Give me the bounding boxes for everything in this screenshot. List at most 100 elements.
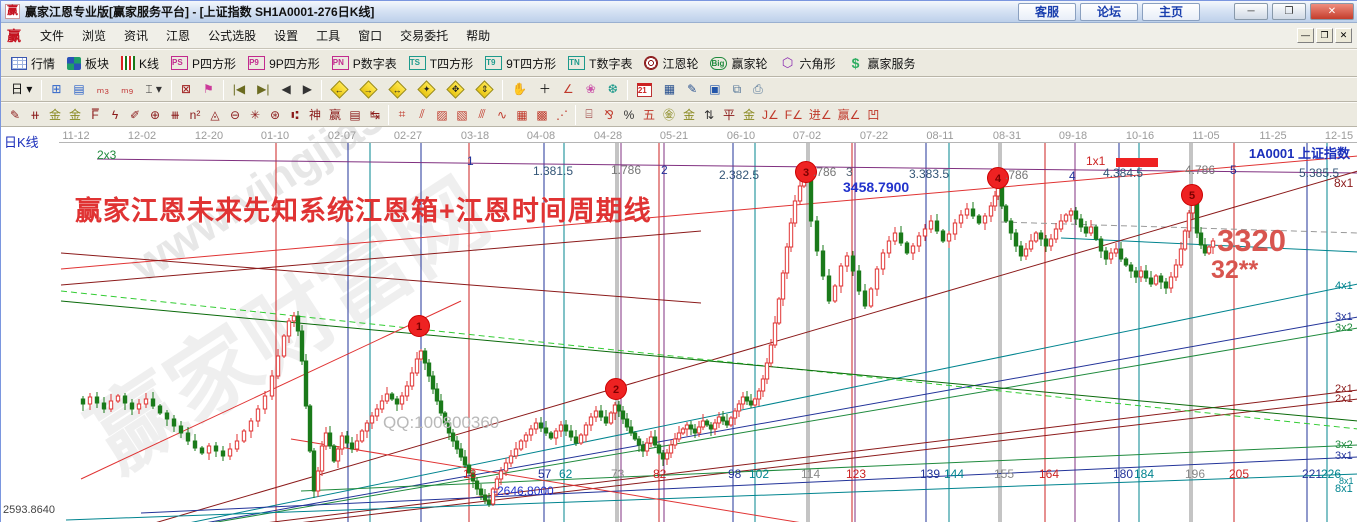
gann-wheel-button[interactable]: 江恩轮 [638,51,704,75]
zigzag-tool-icon[interactable]: ∿ [496,107,508,122]
customer-service-button[interactable]: 客服 [1018,2,1076,21]
forum-button[interactable]: 论坛 [1080,2,1138,21]
diamond-hshrink-icon[interactable]: ↔ [383,78,412,102]
wave4-tool-icon[interactable]: 凹 [867,108,880,122]
diamond-left-icon[interactable]: ← [325,78,354,102]
close-button[interactable]: ✕ [1310,3,1354,20]
hand-tool-icon[interactable]: ✋ [506,78,533,102]
circle-cycle-tool-icon[interactable]: ⊕ [149,107,161,122]
menu-item-交易委托[interactable]: 交易委托 [400,29,449,43]
percent-tool-icon[interactable]: % [623,107,635,122]
mdi-close-button[interactable]: ✕ [1335,28,1352,43]
shen-grid-tool-icon[interactable]: 神 [308,108,321,122]
diamond-hexpand-icon[interactable]: ✦ [412,78,441,102]
gold-grid-tool-icon[interactable]: 金 [48,108,61,122]
box-diag-tool-icon[interactable]: ▨ [436,107,448,122]
multi-window-icon[interactable]: ⊞ [45,78,67,102]
diamond-right-icon[interactable]: → [354,78,383,102]
candle-style-dropdown[interactable]: ⌶ ▾ [139,78,168,102]
menu-item-工具[interactable]: 工具 [316,29,341,43]
crosshair-icon[interactable]: ＋ [533,78,557,102]
diamond-vexpand-icon[interactable]: ⇕ [470,78,499,102]
menu-item-帮助[interactable]: 帮助 [466,29,491,43]
prev-icon[interactable]: ◀ [275,78,296,102]
p-number-table-button[interactable]: PN P数字表 [326,51,403,75]
period-day-dropdown[interactable]: 日 ▾ [5,78,38,102]
win-grid-tool-icon[interactable]: 赢 [328,108,341,122]
home-button[interactable]: 主页 [1142,2,1200,21]
gold-line-tool-icon[interactable]: 金 [682,108,695,122]
tick-ruler-tool-icon[interactable]: ⧺ [29,107,41,122]
levels-tool-icon[interactable]: ⌸ [585,107,593,121]
dense-grid-tool-icon[interactable]: ▦ [516,107,528,122]
notes-icon[interactable]: ✎ [681,78,703,102]
bars9-icon[interactable]: ₘ₉ [115,78,139,102]
n2-tool-icon[interactable]: n² [189,107,201,122]
color-flag-icon[interactable]: ⚑ [197,78,220,102]
fan-lines-tool-icon[interactable]: ⫽ [419,107,425,121]
chart-area[interactable]: 赢家财富网 www.yingjia360.com 11-12 12-02 12-20… [1,127,1357,522]
export-icon[interactable]: ⧉ [727,78,748,102]
gold-grid2-tool-icon[interactable]: 金 [68,108,81,122]
calculator-icon[interactable]: ▦ [658,78,681,102]
ruler123-tool-icon[interactable]: ▤ [349,107,361,122]
menu-item-浏览[interactable]: 浏览 [82,29,107,43]
p-square-button[interactable]: PS P四方形 [165,51,242,75]
a-angle-tool-icon[interactable]: ◬ [210,107,220,122]
f-angle-tool-icon[interactable]: F∠ [784,107,803,122]
j-angle-tool-icon[interactable]: J∠ [762,107,779,122]
menu-item-文件[interactable]: 文件 [40,29,65,43]
span-measure-tool-icon[interactable]: ↹ [369,107,381,122]
mdi-minimize-button[interactable]: — [1297,28,1314,43]
gann-box-icon[interactable]: ⊠ [175,78,197,102]
gold-angle-tool-icon[interactable]: 金 [742,108,755,122]
calendar-icon[interactable]: 21 [631,78,658,102]
next-icon[interactable]: ▶ [297,78,318,102]
triple-fan-tool-icon[interactable]: ⫻ [478,107,486,121]
grid-box-tool-icon[interactable]: ⌗ [398,107,406,121]
brain-tool-icon[interactable]: ❆ [602,78,624,102]
gann-fan-circle-tool-icon[interactable]: ⊖ [229,107,241,122]
minimize-button[interactable]: ─ [1234,3,1268,20]
fib-f-tool-icon[interactable]: F̿ [91,107,99,122]
kline-canvas[interactable]: 11-12 12-02 12-20 01-10 02-07 02-27 03-18 04-08… [1,127,1357,522]
diag-lines-tool-icon[interactable]: ⋰ [556,107,568,122]
print-icon[interactable]: ⎙ [747,78,769,102]
pen-tool-icon[interactable]: ✎ [9,107,21,122]
kline-button[interactable]: K线 [115,51,165,75]
star-web-tool-icon[interactable]: ✳ [249,107,261,122]
mdi-restore-button[interactable]: ❐ [1316,28,1333,43]
menu-item-资讯[interactable]: 资讯 [124,29,149,43]
menu-item-公式选股[interactable]: 公式选股 [208,29,257,43]
ping-angle-tool-icon[interactable]: 平 [722,108,735,122]
percent7-tool-icon[interactable]: ⅋ [604,107,614,122]
quotes-button[interactable]: 行情 [5,51,61,75]
comb-tool-icon[interactable]: ⧻ [169,107,181,122]
menu-item-设置[interactable]: 设置 [274,29,299,43]
hexagon-button[interactable]: ⬡ 六角形 [774,51,842,75]
winner-wheel-button[interactable]: Big 赢家轮 [704,51,773,75]
menu-item-窗口[interactable]: 窗口 [358,29,383,43]
updown-candle-tool-icon[interactable]: ⇅ [703,107,715,122]
first-page-icon[interactable]: |◀ [227,78,251,102]
sectors-button[interactable]: 板块 [61,51,115,75]
dense-grid2-tool-icon[interactable]: ▩ [536,107,548,122]
9p-square-button[interactable]: P9 9P四方形 [242,51,326,75]
save-icon[interactable]: ▣ [703,78,726,102]
gold-circle-tool-icon[interactable]: ㊎ [662,108,675,122]
jin-angle-tool-icon[interactable]: 进∠ [808,108,832,122]
menu-item-江恩[interactable]: 江恩 [166,29,191,43]
mask-tool-icon[interactable]: ❀ [580,78,602,102]
bar-count-tool-icon[interactable]: ⑆ [291,107,299,122]
rocket-tool-icon[interactable]: ✐ [129,107,141,122]
five-percent-tool-icon[interactable]: 五 [642,108,655,122]
angle-tool-icon[interactable]: ∠ [557,78,580,102]
win-angle-tool-icon[interactable]: 赢∠ [837,108,861,122]
spider-web-tool-icon[interactable]: ⊛ [269,107,281,122]
restore-button[interactable]: ❐ [1272,3,1306,20]
last-page-icon[interactable]: ▶| [251,78,275,102]
box-web-tool-icon[interactable]: ▧ [456,107,468,122]
bars3-icon[interactable]: ₘ₃ [91,78,115,102]
t-number-table-button[interactable]: TN T数字表 [562,51,638,75]
info-panel-icon[interactable]: ▤ [67,78,90,102]
